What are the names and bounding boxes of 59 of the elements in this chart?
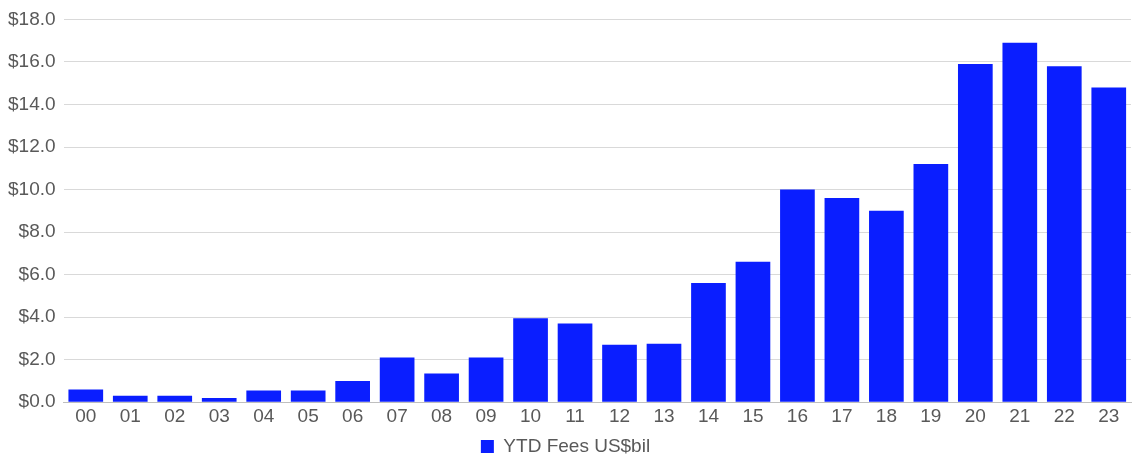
x-tick-label: 11 — [565, 404, 585, 426]
bar — [290, 390, 326, 402]
y-tick-label: $4.0 — [18, 305, 56, 327]
x-tick-label: 17 — [831, 404, 853, 426]
x-tick-label: 08 — [431, 404, 453, 426]
x-tick-label: 05 — [297, 404, 319, 426]
y-tick-label: $0.0 — [18, 390, 56, 412]
y-tick-label: $6.0 — [18, 262, 56, 284]
x-tick-label: 20 — [964, 404, 986, 426]
y-tick-label: $2.0 — [18, 347, 56, 369]
x-tick-label: 18 — [875, 404, 897, 426]
legend-label: YTD Fees US$bil — [503, 434, 651, 456]
x-tick-label: 00 — [75, 404, 97, 426]
x-tick-label: 16 — [786, 404, 808, 426]
bar — [335, 380, 370, 402]
x-tick-label: 23 — [1098, 404, 1120, 426]
bar — [1046, 66, 1082, 402]
y-tick-label: $10.0 — [8, 177, 56, 199]
bar — [557, 323, 593, 402]
bar — [1091, 87, 1127, 402]
x-tick-label: 03 — [208, 404, 230, 426]
y-tick-label: $8.0 — [18, 220, 56, 242]
bar — [68, 389, 104, 402]
bar — [646, 343, 682, 402]
x-tick-label: 21 — [1009, 404, 1031, 426]
bar — [602, 344, 637, 402]
bar — [780, 189, 815, 402]
x-tick-label: 22 — [1053, 404, 1075, 426]
bar — [735, 261, 771, 402]
bar — [913, 164, 949, 402]
bar — [824, 198, 860, 402]
bar — [691, 283, 726, 402]
bar — [246, 390, 282, 402]
y-tick-label: $12.0 — [8, 135, 56, 157]
bar — [1002, 42, 1038, 402]
bar — [424, 373, 459, 402]
bar — [157, 395, 193, 402]
x-tick-label: 13 — [653, 404, 675, 426]
y-tick-label: $18.0 — [8, 7, 56, 29]
x-tick-label: 04 — [253, 404, 275, 426]
bar — [957, 64, 993, 402]
x-tick-label: 01 — [119, 404, 141, 426]
x-tick-label: 12 — [608, 404, 631, 426]
bar — [468, 357, 504, 402]
x-tick-label: 02 — [164, 404, 186, 426]
bar — [869, 210, 904, 402]
x-tick-label: 07 — [386, 404, 408, 426]
bar — [201, 397, 237, 402]
x-tick-label: 19 — [920, 404, 942, 426]
x-tick-label: 14 — [697, 404, 720, 426]
y-tick-label: $16.0 — [8, 50, 56, 72]
x-tick-label: 06 — [342, 404, 364, 426]
bar — [513, 318, 548, 402]
bar — [112, 395, 148, 402]
y-tick-label: $14.0 — [8, 92, 56, 114]
bar — [379, 357, 415, 402]
x-tick-label: 09 — [475, 404, 497, 426]
x-tick-label: 10 — [519, 404, 542, 426]
x-tick-label: 15 — [742, 404, 764, 426]
